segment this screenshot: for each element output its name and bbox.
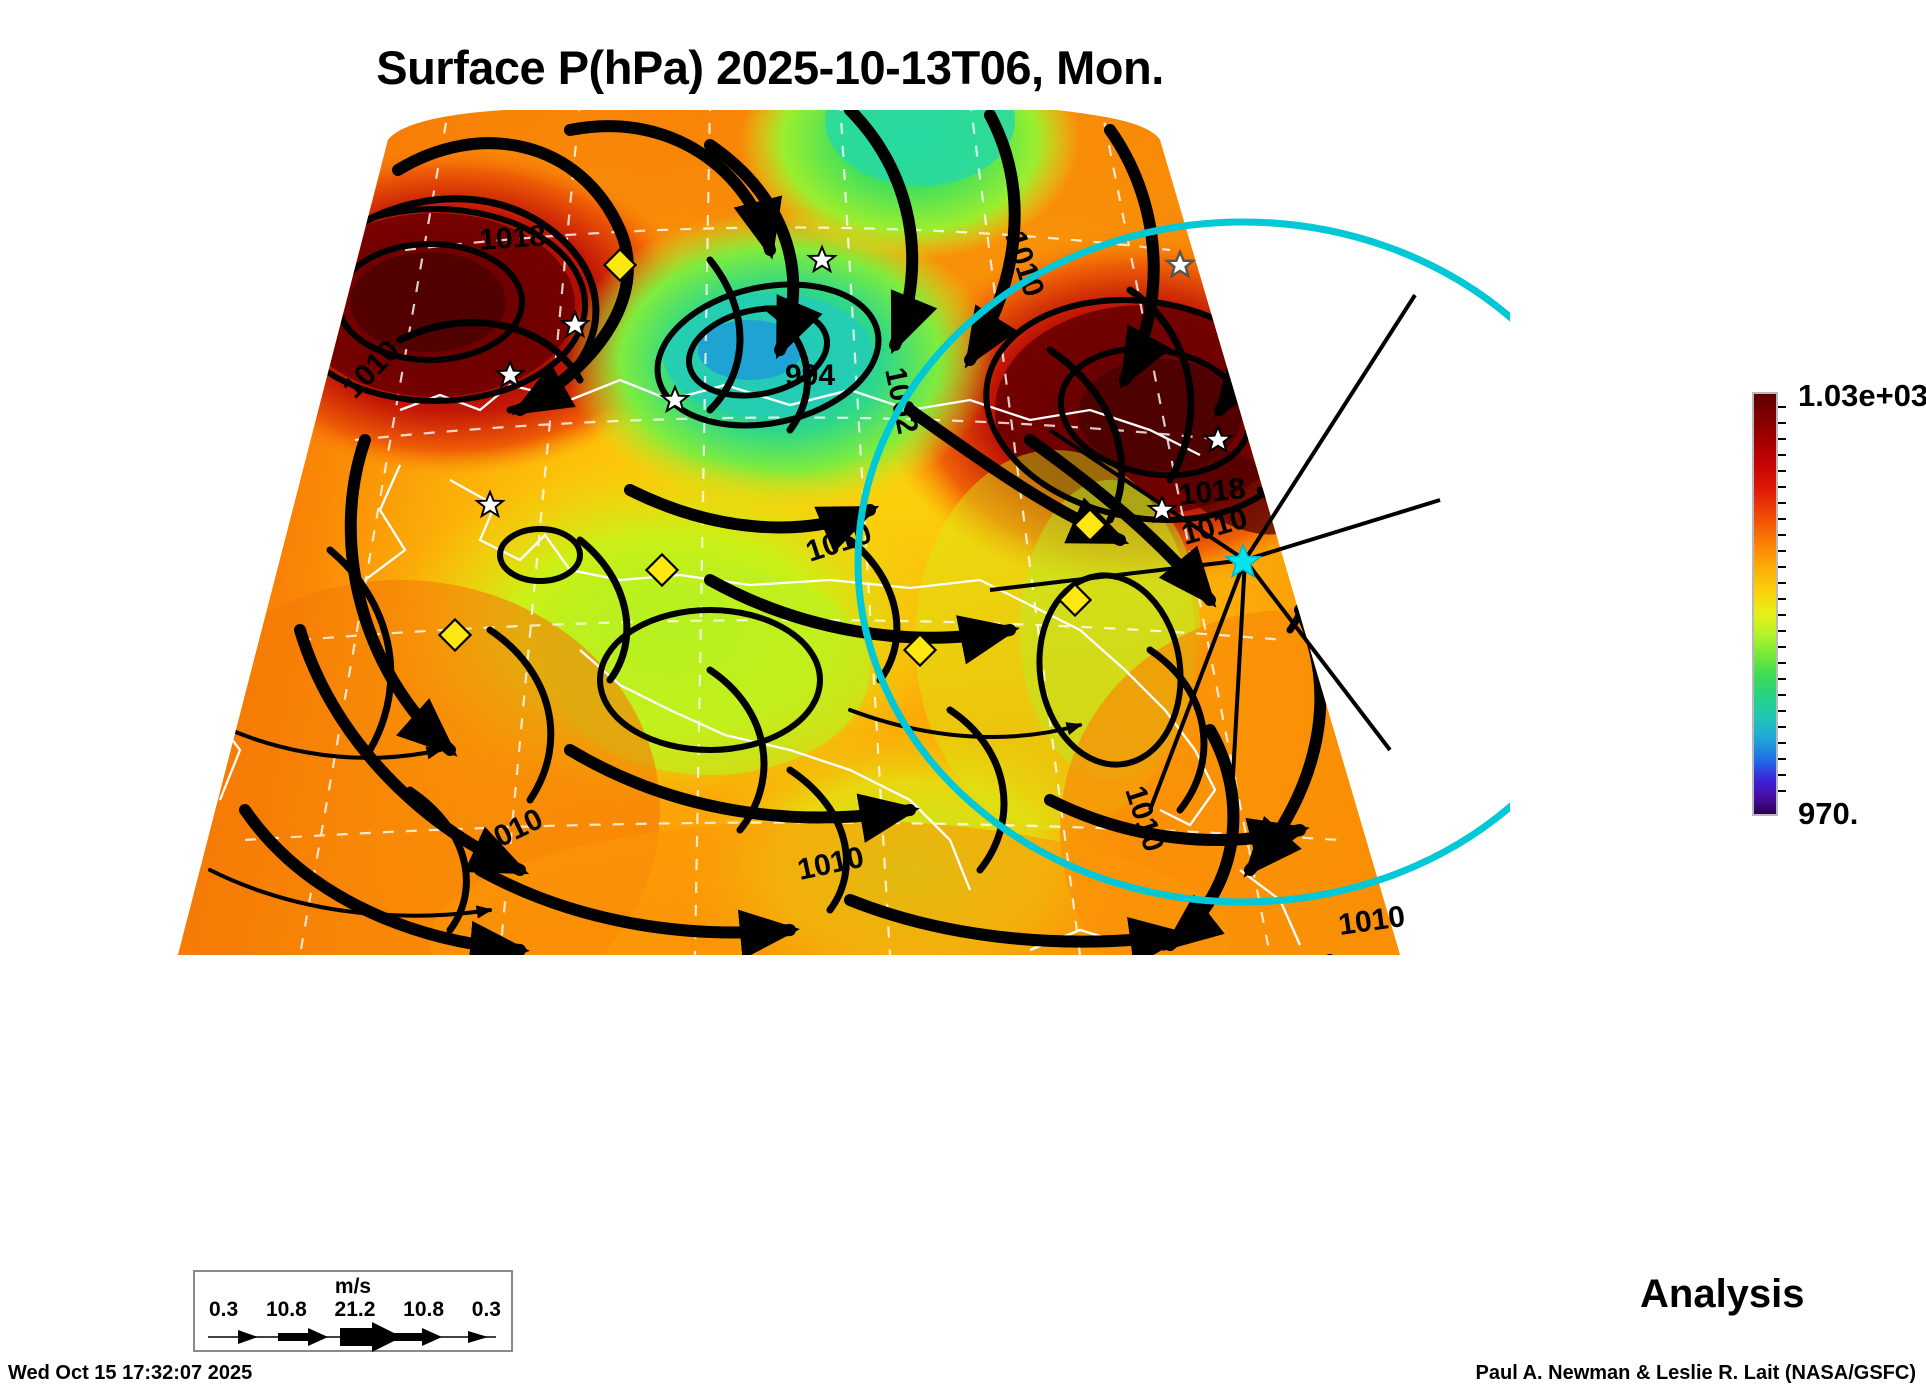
cyan-center-star-marker[interactable] bbox=[1223, 542, 1263, 579]
colorbar-tick bbox=[1778, 614, 1786, 616]
colorbar-tick bbox=[1778, 726, 1786, 728]
author-credit: Paul A. Newman & Leslie R. Lait (NASA/GS… bbox=[1475, 1362, 1916, 1384]
storm-track-circle bbox=[854, 218, 1510, 906]
wind-legend-arrows bbox=[208, 1322, 496, 1352]
colorbar-tick bbox=[1778, 470, 1786, 472]
colorbar-tick bbox=[1778, 486, 1786, 488]
colorbar[interactable]: 1.03e+03 970. bbox=[1752, 378, 1926, 831]
colorbar-tick bbox=[1778, 502, 1786, 504]
colorbar-tick bbox=[1778, 646, 1786, 648]
colorbar-tick bbox=[1778, 598, 1786, 600]
white-star-marker bbox=[474, 244, 1234, 524]
open-star-marker bbox=[1163, 248, 1197, 279]
colorbar-tick bbox=[1778, 566, 1786, 568]
bearing-lines bbox=[989, 293, 1441, 831]
wind-legend-value: 0.3 bbox=[471, 1298, 501, 1321]
svg-text:994: 994 bbox=[785, 359, 835, 392]
colorbar-tick bbox=[1778, 742, 1786, 744]
colorbar-tick bbox=[1778, 582, 1786, 584]
colorbar-min-label: 970. bbox=[1798, 796, 1859, 831]
colorbar-gradient bbox=[1752, 392, 1778, 816]
station-markers[interactable] bbox=[437, 244, 1263, 668]
wind-legend-values: 0.3 10.8 21.2 10.8 0.3 bbox=[209, 1298, 501, 1322]
colorbar-tick bbox=[1778, 790, 1786, 792]
colorbar-max-label: 1.03e+03 bbox=[1798, 378, 1926, 413]
colorbar-tick bbox=[1778, 678, 1786, 680]
colorbar-tick bbox=[1778, 694, 1786, 696]
wind-legend-value: 10.8 bbox=[265, 1298, 307, 1321]
colorbar-tick bbox=[1778, 710, 1786, 712]
svg-text:1018: 1018 bbox=[478, 219, 547, 257]
wind-legend-value: 0.3 bbox=[209, 1298, 239, 1321]
svg-text:1018: 1018 bbox=[1177, 472, 1247, 512]
colorbar-tick bbox=[1778, 774, 1786, 776]
analysis-label: Analysis bbox=[1640, 1272, 1805, 1316]
yellow-diamond-marker bbox=[437, 247, 1108, 668]
colorbar-tick bbox=[1778, 534, 1786, 536]
map-plot-area[interactable]: 1018 1010 1010 994 1002 1018 1010 1010 1… bbox=[150, 110, 1510, 1190]
colorbar-tick bbox=[1778, 758, 1786, 760]
wind-speed-legend: m/s 0.3 10.8 21.2 10.8 0.3 bbox=[193, 1270, 513, 1352]
storm-track-overlay[interactable] bbox=[854, 218, 1510, 906]
colorbar-tick bbox=[1778, 550, 1786, 552]
colorbar-tick bbox=[1778, 630, 1786, 632]
page-title: Surface P(hPa) 2025-10-13T06, Mon. bbox=[376, 41, 1164, 94]
wind-legend-value: 21.2 bbox=[334, 1298, 376, 1321]
pressure-map-svg[interactable]: 1018 1010 1010 994 1002 1018 1010 1010 1… bbox=[150, 110, 1510, 1190]
wind-legend-value: 10.8 bbox=[403, 1298, 445, 1321]
colorbar-tick bbox=[1778, 438, 1786, 440]
colorbar-tick bbox=[1778, 662, 1786, 664]
colorbar-tick bbox=[1778, 406, 1786, 408]
colorbar-tick bbox=[1778, 422, 1786, 424]
generation-timestamp: Wed Oct 15 17:32:07 2025 bbox=[8, 1362, 253, 1384]
wind-legend-unit: m/s bbox=[334, 1275, 372, 1298]
colorbar-tick bbox=[1778, 454, 1786, 456]
colorbar-tick bbox=[1778, 518, 1786, 520]
